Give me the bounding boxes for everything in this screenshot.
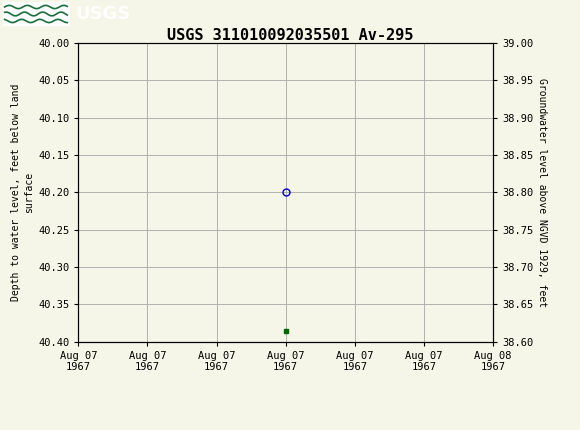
Text: USGS: USGS [75,5,130,23]
Y-axis label: Depth to water level, feet below land
surface: Depth to water level, feet below land su… [12,84,34,301]
Y-axis label: Groundwater level above NGVD 1929, feet: Groundwater level above NGVD 1929, feet [538,78,548,307]
Text: USGS 311010092035501 Av-295: USGS 311010092035501 Av-295 [167,28,413,43]
